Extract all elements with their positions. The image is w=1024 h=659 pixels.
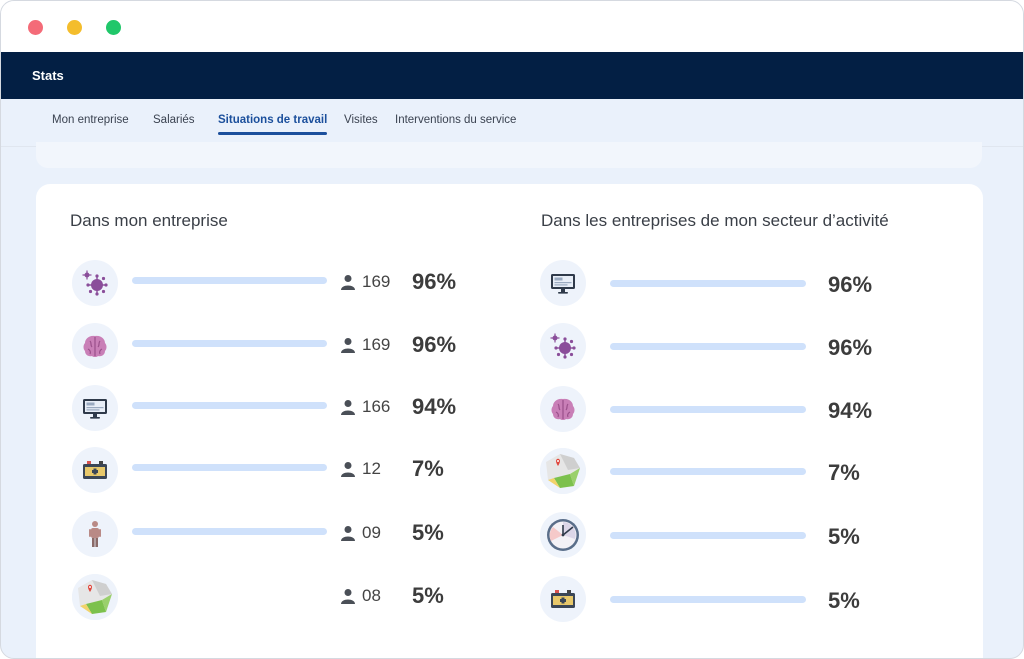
brain-icon xyxy=(540,386,586,432)
virus-icon xyxy=(72,260,118,306)
stats-card: Dans mon entreprise Dans les entreprises… xyxy=(36,184,983,658)
employee-count: 166 xyxy=(340,397,390,417)
battery-icon xyxy=(540,576,586,622)
employee-count-value: 09 xyxy=(362,523,381,542)
percent-value: 7% xyxy=(828,460,860,485)
employee-count-value: 166 xyxy=(362,397,391,416)
person-icon xyxy=(341,338,355,353)
tab-salaries[interactable]: Salariés xyxy=(153,114,195,126)
progress-bar xyxy=(132,277,327,284)
map-icon xyxy=(540,448,586,494)
standing-person-icon xyxy=(72,511,118,557)
percent-value: 5% xyxy=(412,520,444,545)
right-stat-row: 96% xyxy=(540,260,940,310)
progress-bar xyxy=(132,340,327,347)
left-stat-row: 169 96% xyxy=(72,323,492,373)
percent-value: 96% xyxy=(828,272,873,297)
percent-value: 94% xyxy=(412,394,457,419)
clock-icon xyxy=(540,512,586,558)
monitor-icon xyxy=(72,385,118,431)
percent-value: 96% xyxy=(412,269,457,294)
employee-count: 169 xyxy=(340,272,390,292)
progress-bar xyxy=(132,528,327,535)
virus-icon xyxy=(540,323,586,369)
battery-icon xyxy=(72,447,118,493)
percent-value: 96% xyxy=(412,332,457,357)
employee-count-value: 169 xyxy=(362,272,391,291)
percent-value: 7% xyxy=(412,456,444,481)
right-stat-row: 94% xyxy=(540,386,940,436)
tab-bar: Mon entreprise Salariés Situations de tr… xyxy=(1,99,1023,147)
right-stat-row: 5% xyxy=(540,512,940,562)
tab-mon-entreprise[interactable]: Mon entreprise xyxy=(52,114,129,126)
percent-value: 96% xyxy=(828,335,873,360)
left-stat-row: 169 96% xyxy=(72,260,492,310)
percent-value: 5% xyxy=(412,583,444,608)
tab-situations-de-travail[interactable]: Situations de travail xyxy=(218,114,328,135)
progress-bar xyxy=(610,532,806,539)
right-stat-row: 7% xyxy=(540,448,940,498)
active-tab-indicator xyxy=(218,132,328,135)
left-stat-row: 09 5% xyxy=(72,511,492,561)
employee-count: 169 xyxy=(340,335,390,355)
employee-count: 09 xyxy=(340,523,381,543)
person-icon xyxy=(341,275,355,290)
person-icon xyxy=(341,526,355,541)
percent-value: 5% xyxy=(828,588,860,613)
map-icon xyxy=(72,574,118,620)
tab-interventions-du-service[interactable]: Interventions du service xyxy=(395,114,517,126)
left-stat-row: 08 5% xyxy=(72,574,492,624)
person-icon xyxy=(341,589,355,604)
progress-bar xyxy=(610,468,806,475)
progress-bar xyxy=(610,280,806,287)
percent-value: 5% xyxy=(828,524,860,549)
right-stat-row: 96% xyxy=(540,323,940,373)
progress-bar xyxy=(610,406,806,413)
tab-situations-de-travail-label: Situations de travail xyxy=(218,114,328,126)
monitor-icon xyxy=(540,260,586,306)
tab-visites[interactable]: Visites xyxy=(344,114,378,126)
right-stat-row: 5% xyxy=(540,576,940,626)
progress-bar xyxy=(610,343,806,350)
left-stat-row: 12 7% xyxy=(72,447,492,497)
previous-card-edge xyxy=(36,142,982,168)
right-column-title: Dans les entreprises de mon secteur d’ac… xyxy=(541,211,889,230)
person-icon xyxy=(341,462,355,477)
maximize-window-button[interactable] xyxy=(106,20,121,35)
left-stat-row: 166 94% xyxy=(72,385,492,435)
employee-count-value: 12 xyxy=(362,459,381,478)
window-titlebar xyxy=(1,1,1023,52)
app-header: Stats xyxy=(1,52,1023,99)
brain-icon xyxy=(72,323,118,369)
employee-count: 12 xyxy=(340,459,381,479)
progress-bar xyxy=(132,402,327,409)
left-column-title: Dans mon entreprise xyxy=(70,211,228,230)
close-window-button[interactable] xyxy=(28,20,43,35)
person-icon xyxy=(341,400,355,415)
employee-count-value: 08 xyxy=(362,586,381,605)
progress-bar xyxy=(132,464,327,471)
percent-value: 94% xyxy=(828,398,873,423)
minimize-window-button[interactable] xyxy=(67,20,82,35)
employee-count: 08 xyxy=(340,586,381,606)
employee-count-value: 169 xyxy=(362,335,391,354)
progress-bar xyxy=(610,596,806,603)
app-title: Stats xyxy=(32,68,64,83)
